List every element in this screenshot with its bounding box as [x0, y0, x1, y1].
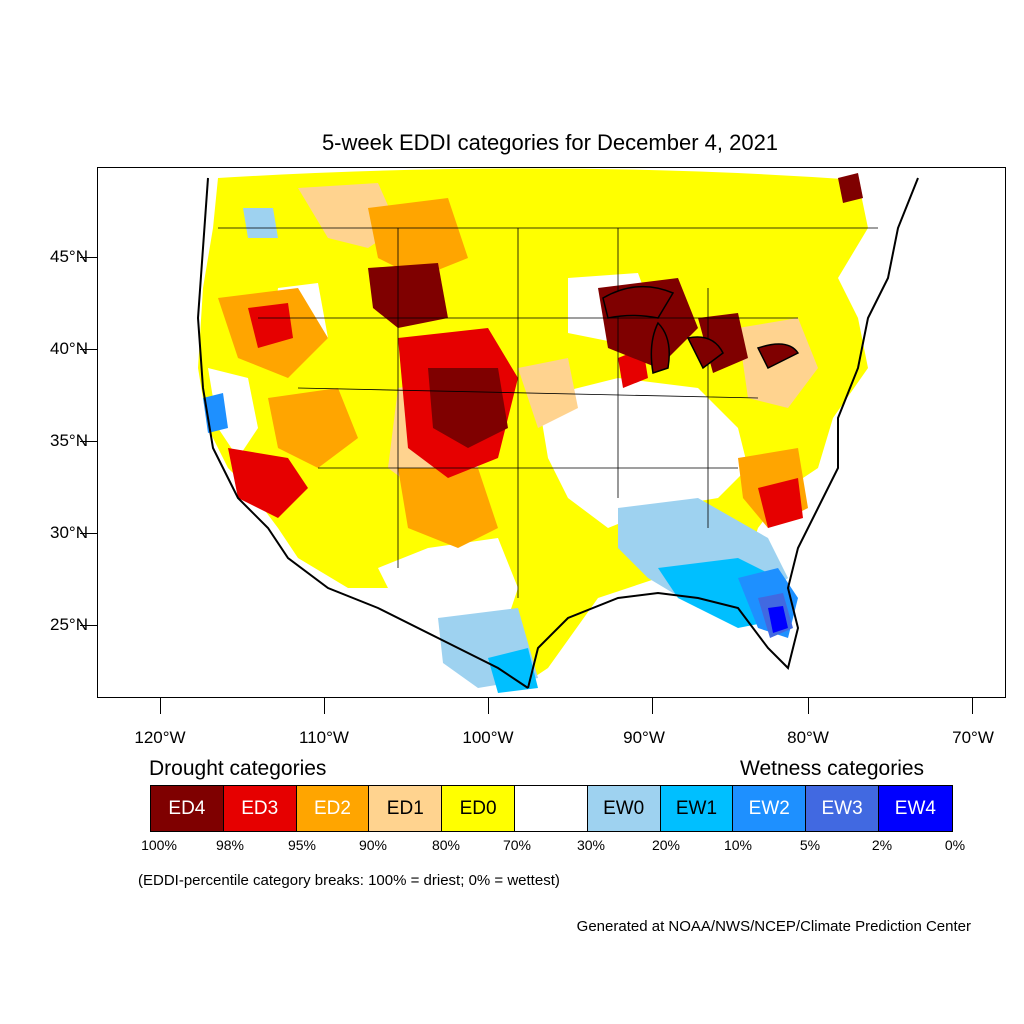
- lon-label-80: 80°W: [787, 728, 829, 747]
- map-canvas: [196, 168, 919, 693]
- legend-ed0: ED0: [442, 786, 515, 831]
- lat-tick: [80, 533, 97, 534]
- eddi-map: [97, 167, 1006, 698]
- lon-tick: [324, 697, 325, 714]
- legend-ew0: EW0: [587, 786, 661, 831]
- state-borders: [218, 227, 878, 598]
- legend-ed3: ED3: [223, 786, 297, 831]
- pct-break: 100%: [141, 837, 177, 853]
- legend-neutral: [514, 786, 588, 831]
- great-lakes: [602, 285, 800, 374]
- lon-label-90: 90°W: [623, 728, 665, 747]
- credit-text: Generated at NOAA/NWS/NCEP/Climate Predi…: [576, 918, 971, 935]
- wetness-heading: Wetness categories: [740, 757, 925, 780]
- lat-label-45: 45°N: [50, 247, 88, 266]
- map-title: 5-week EDDI categories for December 4, 2…: [321, 130, 779, 155]
- lat-label-40: 40°N: [50, 339, 88, 358]
- lon-label-120: 120°W: [134, 728, 186, 747]
- legend-ed2: ED2: [296, 786, 370, 831]
- legend-ed1: ED1: [369, 786, 443, 831]
- legend-ew1: EW1: [660, 786, 734, 831]
- lon-label-70: 70°W: [952, 728, 994, 747]
- legend-ew3: EW3: [806, 786, 879, 831]
- ed4-region: [428, 368, 508, 448]
- drought-heading: Drought categories: [149, 757, 327, 780]
- ew4-region: [768, 606, 788, 633]
- lon-tick: [652, 697, 653, 714]
- pct-break: 10%: [723, 837, 753, 853]
- pct-break: 95%: [287, 837, 317, 853]
- lon-tick: [160, 697, 161, 714]
- legend-bar: ED4 ED3 ED2 ED1 ED0 EW0 EW1 EW2 EW3 EW4: [150, 785, 953, 832]
- pct-break: 30%: [576, 837, 606, 853]
- category-note: (EDDI-percentile category breaks: 100% =…: [138, 872, 560, 889]
- lon-tick: [808, 697, 809, 714]
- coastline: [196, 177, 919, 689]
- pct-break: 0%: [944, 837, 966, 853]
- lat-tick: [80, 625, 97, 626]
- pct-break: 20%: [651, 837, 681, 853]
- pct-break: 80%: [431, 837, 461, 853]
- neutral-region: [538, 378, 748, 528]
- lon-tick: [488, 697, 489, 714]
- lat-label-30: 30°N: [50, 523, 88, 542]
- pct-break: 70%: [502, 837, 532, 853]
- pct-break: 90%: [358, 837, 388, 853]
- lat-tick: [80, 349, 97, 350]
- pct-break: 98%: [215, 837, 245, 853]
- lon-tick: [972, 697, 973, 714]
- lat-tick: [80, 257, 97, 258]
- lat-label-35: 35°N: [50, 431, 88, 450]
- lon-label-100: 100°W: [462, 728, 514, 747]
- pct-break: 5%: [799, 837, 821, 853]
- legend-ed4: ED4: [151, 786, 224, 831]
- lat-tick: [80, 441, 97, 442]
- lon-label-110: 110°W: [299, 728, 349, 747]
- legend-ew4: EW4: [878, 786, 952, 831]
- pct-break: 2%: [871, 837, 893, 853]
- lat-label-25: 25°N: [50, 615, 88, 634]
- legend-ew2: EW2: [733, 786, 807, 831]
